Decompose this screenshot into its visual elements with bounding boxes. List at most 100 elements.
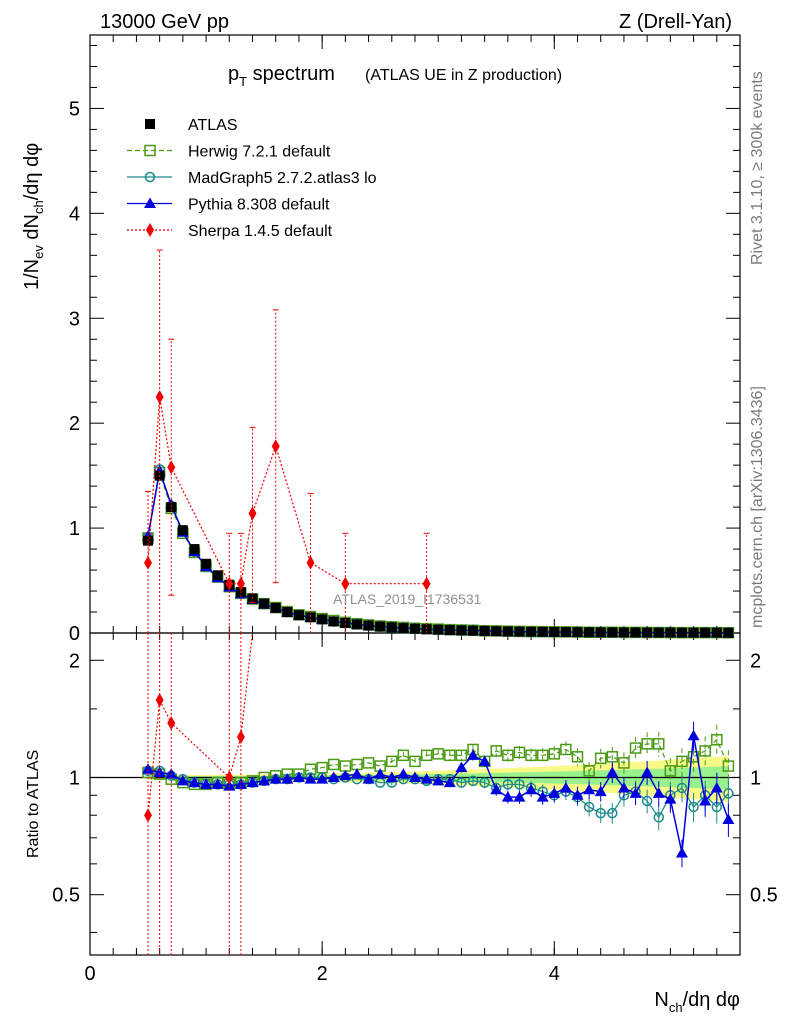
atlas-point: [549, 626, 560, 637]
ratio-point-open-square: [444, 749, 456, 762]
ratio-point-triangle: [350, 768, 363, 779]
atlas-point: [177, 525, 188, 536]
xlabel-main: N: [654, 989, 668, 1011]
ylabel-p4: /dη dφ: [21, 143, 43, 200]
ratio-point-open-square: [618, 757, 630, 769]
ratio-point-open-square: [699, 745, 711, 757]
atlas-point: [618, 627, 629, 638]
atlas-point: [537, 626, 548, 637]
atlas-point: [642, 627, 653, 638]
ratio-point-open-square: [560, 743, 572, 756]
ratio-point-triangle: [200, 778, 213, 789]
sherpa-point: [248, 506, 257, 521]
ratio-point-open-square: [432, 748, 444, 760]
ratio-point-open-circle: [467, 775, 479, 787]
legend-marker-diamond: [146, 223, 154, 237]
ratio-point-open-square: [328, 758, 340, 771]
sherpa-main-line: [147, 396, 427, 585]
ratio-point-open-circle: [688, 801, 699, 813]
atlas-point: [514, 626, 525, 637]
sherpa-ratio-point: [167, 716, 176, 731]
ratio-point-triangle: [583, 783, 596, 795]
ratio-point-triangle: [292, 771, 305, 782]
sherpa-ratio-point: [144, 808, 153, 823]
ratio-point-triangle: [641, 766, 654, 777]
x-axis-label: Nch/dη dφ: [654, 989, 740, 1015]
ratio-point-open-circle: [723, 788, 734, 799]
axes: 0 2 4 0 1 2 3 4 5 0.5 0.5 1 1 2 2: [52, 35, 778, 985]
atlas-point: [723, 627, 734, 638]
ratio-point-open-circle: [676, 782, 688, 794]
ratio-point-triangle: [153, 766, 166, 777]
atlas-point: [398, 623, 409, 634]
atlas-point: [328, 616, 339, 627]
legend-label: Herwig 7.2.1 default: [188, 144, 331, 161]
ratio-point-triangle: [211, 778, 224, 789]
ratio-point-open-square: [386, 755, 398, 768]
ratio-point-open-square: [722, 760, 735, 772]
ratio-tick-label-right: 2: [750, 650, 761, 672]
sherpa-point: [341, 576, 350, 591]
ratio-point-triangle: [362, 773, 375, 784]
ratio-point-open-square: [513, 746, 526, 759]
ratio-point-triangle: [188, 776, 201, 788]
ratio-point-triangle: [420, 773, 433, 784]
ratio-point-open-square: [455, 749, 468, 762]
ratio-point-triangle: [548, 787, 561, 798]
legend-label: MadGraph5 2.7.2.atlas3 lo: [188, 170, 377, 187]
ratio-point-triangle: [478, 755, 491, 766]
ratio-point-triangle: [443, 776, 456, 788]
atlas-point: [572, 627, 583, 638]
ratio-point-open-circle: [653, 812, 664, 823]
ratio-point-open-square: [571, 751, 584, 763]
ratio-point-triangle: [269, 773, 282, 784]
ratio-point-open-square: [687, 751, 700, 763]
ratio-point-open-square: [676, 755, 688, 768]
ratio-point-triangle: [513, 791, 526, 802]
ratio-point-open-circle: [641, 795, 653, 807]
ratio-point-triangle: [571, 789, 584, 800]
atlas-point: [386, 622, 397, 633]
ratio-point-triangle: [432, 774, 445, 786]
atlas-point: [711, 627, 722, 638]
ratio-point-open-square: [664, 765, 677, 777]
ylabel-p1: ev: [31, 245, 46, 259]
atlas-point: [444, 625, 455, 636]
process-label: Z (Drell-Yan): [619, 11, 732, 33]
ratio-point-triangle: [234, 778, 247, 789]
atlas-point: [189, 544, 200, 555]
ratio-point-triangle: [409, 771, 421, 782]
y-axis-label: 1/Nev dNch/dη dφ: [21, 143, 46, 290]
sherpa-point: [422, 576, 431, 591]
ratio-point-open-circle: [607, 807, 618, 819]
legend-marker-open-square: [144, 144, 156, 157]
atlas-point: [363, 620, 374, 631]
y-tick-label: 1: [69, 518, 80, 540]
x-tick-label: 4: [549, 963, 560, 985]
ratio-point-open-square: [490, 745, 502, 757]
ylabel-p3: ch: [31, 200, 46, 214]
ratio-point-triangle: [699, 795, 712, 806]
ratio-point-open-circle: [595, 807, 606, 819]
ratio-point-triangle: [490, 783, 503, 795]
ratio-point-triangle: [617, 781, 630, 793]
atlas-point: [375, 621, 386, 632]
ratio-point-open-square: [711, 733, 723, 746]
y-tick-label: 2: [69, 413, 80, 435]
ratio-point-open-square: [641, 738, 653, 750]
ratio-point-open-circle: [514, 779, 525, 790]
ratio-tick-label-left: 1: [69, 767, 80, 789]
ratio-point-triangle: [710, 781, 723, 793]
atlas-point: [433, 624, 444, 635]
ratio-point-triangle: [687, 729, 700, 741]
title-sub: T: [239, 74, 247, 89]
atlas-point: [479, 626, 490, 637]
ratio-point-triangle: [606, 766, 619, 777]
ylabel-p2: dN: [21, 214, 43, 245]
ratio-point-open-square: [606, 751, 619, 763]
sherpa-ratio-point: [236, 730, 245, 745]
ratio-point-triangle: [142, 763, 155, 774]
sherpa-point: [271, 439, 280, 454]
title-main: p: [228, 63, 239, 85]
ratio-point-triangle: [258, 774, 271, 786]
